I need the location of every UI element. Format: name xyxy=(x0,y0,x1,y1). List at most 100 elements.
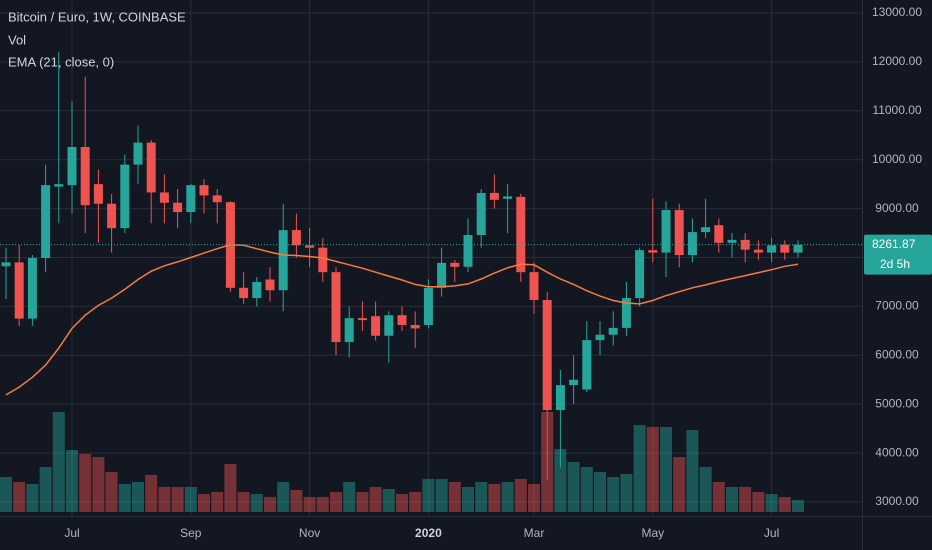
y-tick-label: 13000.00 xyxy=(872,5,922,19)
candle-body xyxy=(516,196,526,273)
candle-body xyxy=(450,262,460,267)
candle-body xyxy=(93,184,103,204)
candle-body xyxy=(410,324,420,329)
overlay xyxy=(0,244,862,396)
grid xyxy=(0,0,862,516)
last-price-box xyxy=(864,234,932,275)
candle-body xyxy=(780,244,790,253)
volume-bar xyxy=(211,492,224,512)
y-tick-label: 3000.00 xyxy=(875,494,919,508)
candles xyxy=(1,52,803,480)
volume-bar xyxy=(224,464,237,512)
candle-body xyxy=(529,272,539,301)
volume-bar xyxy=(765,494,778,512)
candle-body xyxy=(107,203,117,229)
x-tick-label: Mar xyxy=(524,526,545,540)
y-tick-label: 5000.00 xyxy=(875,396,919,410)
candle-body xyxy=(146,142,156,193)
candle-body xyxy=(54,184,64,187)
candle-body xyxy=(397,315,407,325)
candle-body xyxy=(318,247,328,273)
y-tick-label: 12000.00 xyxy=(872,54,922,68)
candle-body xyxy=(621,298,631,328)
volume-bar xyxy=(686,430,699,512)
volume-bar xyxy=(92,457,105,512)
volume-bar xyxy=(448,482,461,512)
candle-body xyxy=(186,185,196,213)
volume-bar xyxy=(435,479,448,512)
candle-body xyxy=(252,281,262,299)
candle-body xyxy=(371,316,381,336)
volume-bar xyxy=(620,474,633,512)
candle-body xyxy=(767,245,777,253)
candle-body xyxy=(437,262,447,288)
volume-bar xyxy=(237,492,250,512)
candle-body xyxy=(27,257,37,319)
candle-body xyxy=(661,210,671,253)
volume-bar xyxy=(409,492,422,512)
y-tick-label: 9000.00 xyxy=(875,201,919,215)
volume-bar xyxy=(382,489,395,512)
legend-entry: EMA (21, close, 0) xyxy=(8,54,114,69)
y-tick-label: 10000.00 xyxy=(872,152,922,166)
volume-bar xyxy=(607,477,620,512)
volume-bar xyxy=(330,492,342,512)
volume-bar xyxy=(290,490,303,512)
volume-bar xyxy=(580,467,593,512)
volume-bar xyxy=(422,479,435,512)
candle-body xyxy=(199,185,209,196)
volume-bar xyxy=(356,492,369,512)
candle-body xyxy=(305,245,315,248)
volume-bar xyxy=(501,482,514,512)
volume-bar xyxy=(303,497,316,512)
volume-bar xyxy=(594,472,606,512)
candle-body xyxy=(67,146,77,186)
volume-bar xyxy=(739,487,752,512)
volume-bar xyxy=(198,494,210,512)
x-tick-label: Jul xyxy=(764,526,779,540)
candle-body xyxy=(291,230,301,246)
candle-body xyxy=(740,239,750,250)
candle-body xyxy=(542,300,552,411)
volume-bar xyxy=(343,482,356,512)
volume-bar xyxy=(316,497,329,512)
x-tick-label: Jul xyxy=(64,526,79,540)
volume-bar xyxy=(660,427,672,512)
candle-body xyxy=(239,287,249,299)
candle-body xyxy=(159,192,169,203)
volume-bar xyxy=(646,427,659,512)
candle-body xyxy=(1,262,11,267)
volume-bar xyxy=(171,487,184,512)
volume-bar xyxy=(369,487,382,512)
volume-bar xyxy=(184,487,197,512)
volume-bar xyxy=(712,482,725,512)
candle-body xyxy=(384,315,394,336)
candle-body xyxy=(463,234,473,267)
candle-body xyxy=(173,202,183,213)
x-tick-label: Nov xyxy=(299,526,320,540)
candle-body xyxy=(701,227,711,233)
candle-body xyxy=(582,340,592,390)
y-tick-label: 4000.00 xyxy=(875,445,919,459)
x-tick-label: Sep xyxy=(180,526,202,540)
candle-body xyxy=(503,196,513,199)
volume-bar xyxy=(396,494,408,512)
volume-bar xyxy=(528,484,540,512)
volume-bar xyxy=(792,500,804,512)
volume-bar xyxy=(514,479,527,512)
volume-bar xyxy=(726,487,738,512)
ema-line xyxy=(5,244,799,396)
candle-body xyxy=(648,250,658,253)
candle-body xyxy=(569,379,579,386)
volume-pane xyxy=(0,412,804,512)
volume-bar xyxy=(567,462,580,512)
volume-bar xyxy=(79,454,92,512)
candle-body xyxy=(674,210,684,256)
candle-body xyxy=(555,385,565,411)
candle-body xyxy=(595,334,605,341)
candle-body xyxy=(265,279,275,291)
volume-bar xyxy=(158,487,171,512)
candle-body xyxy=(278,230,288,291)
